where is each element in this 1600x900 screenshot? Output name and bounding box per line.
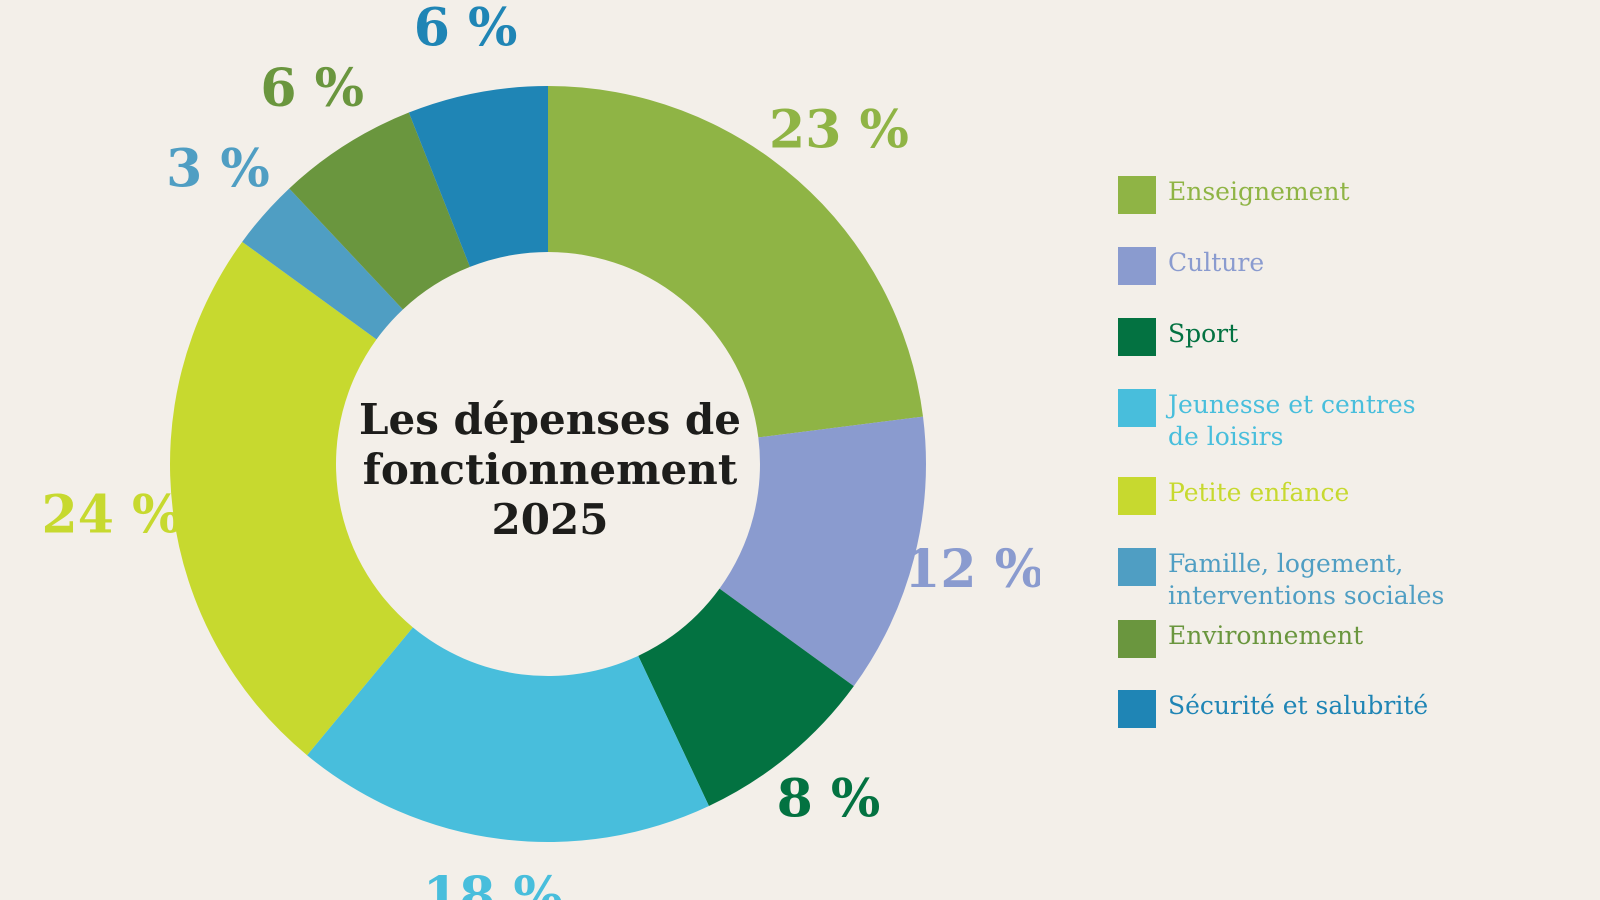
legend-swatch-2: [1118, 247, 1156, 285]
chart-stage: 23 % 12 % 8 % 18 % 24 % 3 % 6 % 6 % Les dépense…: [0, 0, 1600, 900]
legend-label-7: Environnement: [1168, 620, 1458, 652]
slice-label-5: 24 %: [42, 485, 182, 546]
legend-label-2: Culture: [1168, 247, 1458, 279]
slice-label-3: 8 %: [777, 769, 881, 830]
legend-swatch-8: [1118, 690, 1156, 728]
legend-swatch-5: [1118, 477, 1156, 515]
legend-label-6-line-1: Famille, logement,: [1168, 548, 1458, 580]
legend-label-1-line-1: Enseignement: [1168, 176, 1458, 208]
chart-title-line-1: Les dépenses de: [330, 395, 770, 445]
legend-item-3: Sport: [1118, 318, 1458, 356]
legend-item-6: Famille, logement, interventions sociales: [1118, 548, 1458, 612]
legend-item-8: Sécurité et salubrité: [1118, 690, 1458, 728]
slice-label-1: 23 %: [769, 99, 909, 160]
legend-swatch-4: [1118, 389, 1156, 427]
legend-label-3-line-1: Sport: [1168, 318, 1458, 350]
legend-item-4: Jeunesse et centres de loisirs: [1118, 389, 1458, 453]
legend-label-8: Sécurité et salubrité: [1168, 690, 1458, 722]
legend-label-5-line-1: Petite enfance: [1168, 477, 1458, 509]
legend-swatch-6: [1118, 548, 1156, 586]
slice-label-7: 6 %: [260, 58, 364, 119]
legend-swatch-7: [1118, 620, 1156, 658]
chart-title: Les dépenses de fonctionnement 2025: [330, 395, 770, 545]
legend-label-5: Petite enfance: [1168, 477, 1458, 509]
legend-swatch-1: [1118, 176, 1156, 214]
slice-label-6: 3 %: [166, 139, 270, 200]
slice-label-4: 18 %: [423, 866, 563, 900]
legend-item-1: Enseignement: [1118, 176, 1458, 214]
legend-item-5: Petite enfance: [1118, 477, 1458, 515]
chart-title-line-3: 2025: [330, 495, 770, 545]
legend-label-1: Enseignement: [1168, 176, 1458, 208]
chart-title-line-2: fonctionnement: [330, 445, 770, 495]
legend-label-8-line-1: Sécurité et salubrité: [1168, 690, 1458, 722]
legend-label-6-line-2: interventions sociales: [1168, 580, 1458, 612]
legend-item-2: Culture: [1118, 247, 1458, 285]
legend-label-6: Famille, logement, interventions sociales: [1168, 548, 1458, 612]
legend-label-2-line-1: Culture: [1168, 247, 1458, 279]
legend-swatch-3: [1118, 318, 1156, 356]
legend-label-4: Jeunesse et centres de loisirs: [1168, 389, 1458, 453]
slice-label-2: 12 %: [904, 539, 1040, 600]
legend-label-4-line-2: de loisirs: [1168, 421, 1458, 453]
legend-label-7-line-1: Environnement: [1168, 620, 1458, 652]
legend-label-3: Sport: [1168, 318, 1458, 350]
slice-label-8: 6 %: [414, 0, 518, 58]
legend-label-4-line-1: Jeunesse et centres: [1168, 389, 1458, 421]
legend-item-7: Environnement: [1118, 620, 1458, 658]
